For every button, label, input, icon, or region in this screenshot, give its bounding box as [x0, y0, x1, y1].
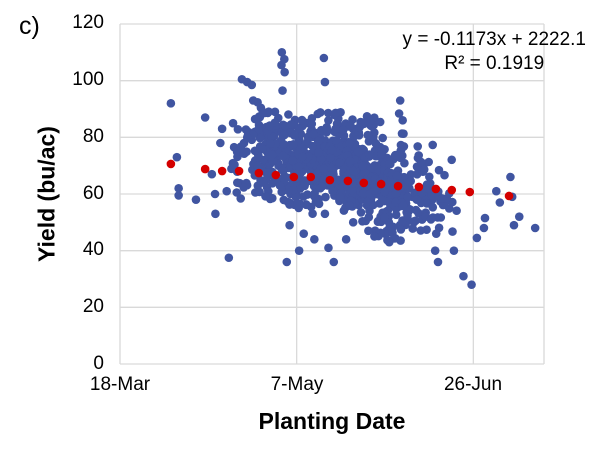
- x-axis-title: Planting Date: [258, 408, 406, 434]
- y-tick-20: 20: [82, 296, 104, 317]
- y-tick-0: 0: [93, 353, 104, 374]
- y-tick-80: 80: [82, 126, 104, 147]
- regression-equation: y = -0.1173x + 2222.1: [402, 29, 586, 50]
- y-tick-40: 40: [82, 239, 104, 260]
- trend-points: [166, 159, 514, 201]
- regression-annotation: y = -0.1173x + 2222.1 R² = 0.1919: [403, 28, 586, 76]
- r-squared: R² = 0.1919: [444, 53, 545, 74]
- y-axis-title: Yield (bu/ac): [33, 126, 60, 262]
- y-tick-100: 100: [72, 69, 104, 90]
- y-tick-120: 120: [72, 12, 104, 33]
- panel-label: c): [19, 12, 40, 40]
- x-tick-18-mar: 18-Mar: [89, 374, 151, 395]
- x-tick-26-jun: 26-Jun: [443, 374, 503, 395]
- x-tick-7-may: 7-May: [270, 374, 324, 395]
- y-tick-60: 60: [82, 183, 104, 204]
